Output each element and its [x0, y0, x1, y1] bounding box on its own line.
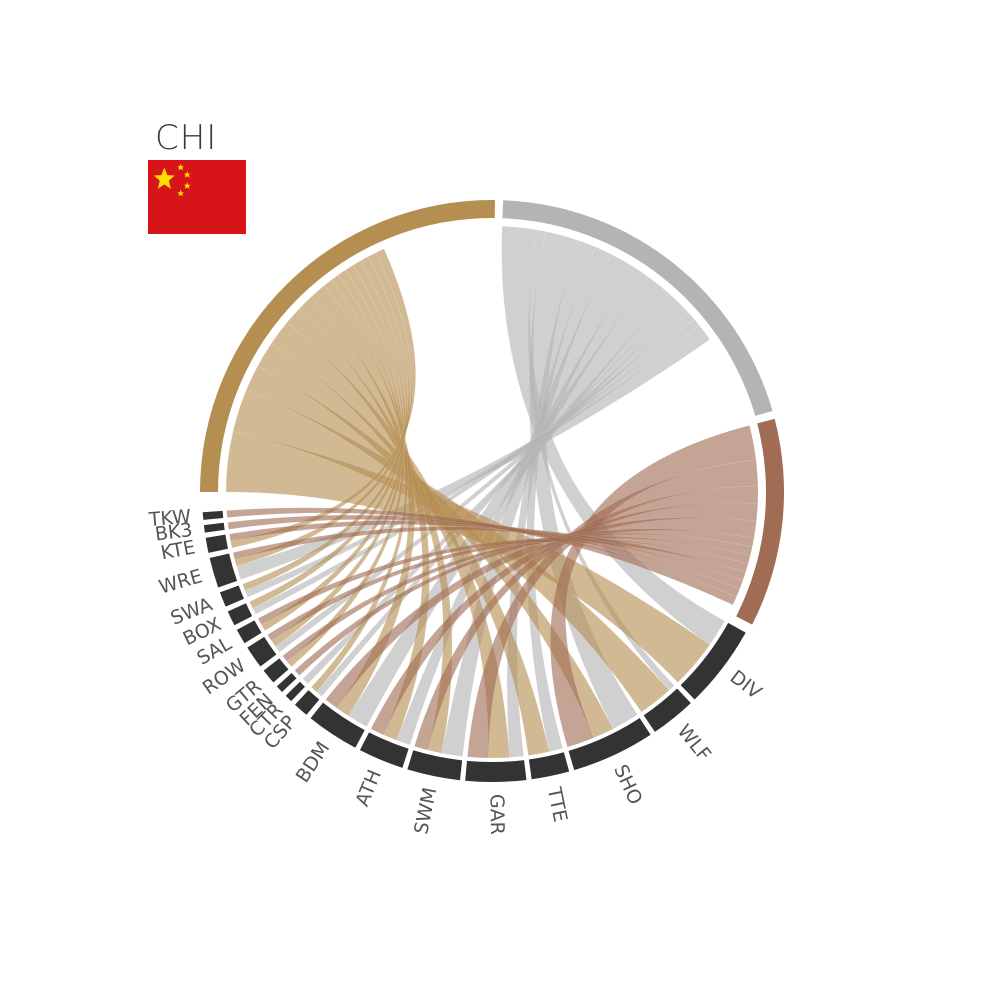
- flag-large-star: [153, 167, 175, 189]
- ribbon-silver-wre: [236, 325, 711, 580]
- arcs-layer: [200, 200, 785, 782]
- sport-label-bk3: BK3: [154, 519, 194, 546]
- arc-sport-tte: [528, 752, 570, 780]
- arc-sport-gtr: [263, 658, 289, 683]
- china-flag: [148, 160, 246, 234]
- arc-silver: [502, 200, 773, 416]
- arc-sport-fen: [276, 673, 297, 693]
- arc-sport-box: [227, 603, 253, 626]
- sport-label-wre: WRE: [157, 565, 205, 598]
- ribbon-bronze-tkw: [226, 507, 737, 606]
- ribbon-gold-swa: [242, 256, 410, 591]
- flag-small-star: [183, 182, 191, 189]
- arc-sport-tkw: [202, 510, 224, 520]
- arc-sport-div: [680, 622, 746, 700]
- arc-sport-csp: [294, 690, 320, 715]
- sport-label-ath: ATH: [351, 767, 386, 810]
- flag-small-star: [177, 189, 184, 197]
- arc-sport-sal: [236, 620, 262, 644]
- sport-label-gar: GAR: [485, 794, 508, 835]
- ribbon-gold-kte: [230, 248, 416, 549]
- ribbon-gold-wre: [234, 252, 413, 567]
- arc-sport-bk3: [203, 522, 225, 533]
- arc-gold: [200, 200, 495, 492]
- sport-label-bdm: BDM: [292, 738, 335, 787]
- arc-sport-wre: [209, 553, 238, 588]
- country-code: CHI: [155, 118, 218, 158]
- arc-sport-swa: [219, 585, 245, 607]
- sport-label-tkw: TKW: [147, 506, 192, 532]
- arc-sport-ctr: [285, 681, 306, 702]
- flag-small-star: [177, 163, 184, 171]
- sport-label-swm: SWM: [410, 785, 441, 836]
- sport-label-wlf: WLF: [673, 720, 715, 765]
- sport-label-div: DIV: [726, 666, 766, 704]
- ribbons-layer: [225, 225, 759, 759]
- arc-bronze: [736, 418, 785, 625]
- sport-label-tte: TTE: [542, 784, 571, 824]
- arc-sport-row: [247, 636, 277, 667]
- arc-sport-sho: [568, 718, 651, 771]
- sport-label-sho: SHO: [609, 761, 646, 808]
- arc-sport-wlf: [643, 688, 691, 732]
- arc-sport-bdm: [310, 702, 365, 748]
- arc-sport-swm: [407, 750, 463, 781]
- arc-sport-gar: [465, 760, 527, 782]
- flag-small-star: [183, 171, 191, 178]
- arc-sport-ath: [359, 732, 409, 768]
- arc-sport-kte: [205, 534, 229, 553]
